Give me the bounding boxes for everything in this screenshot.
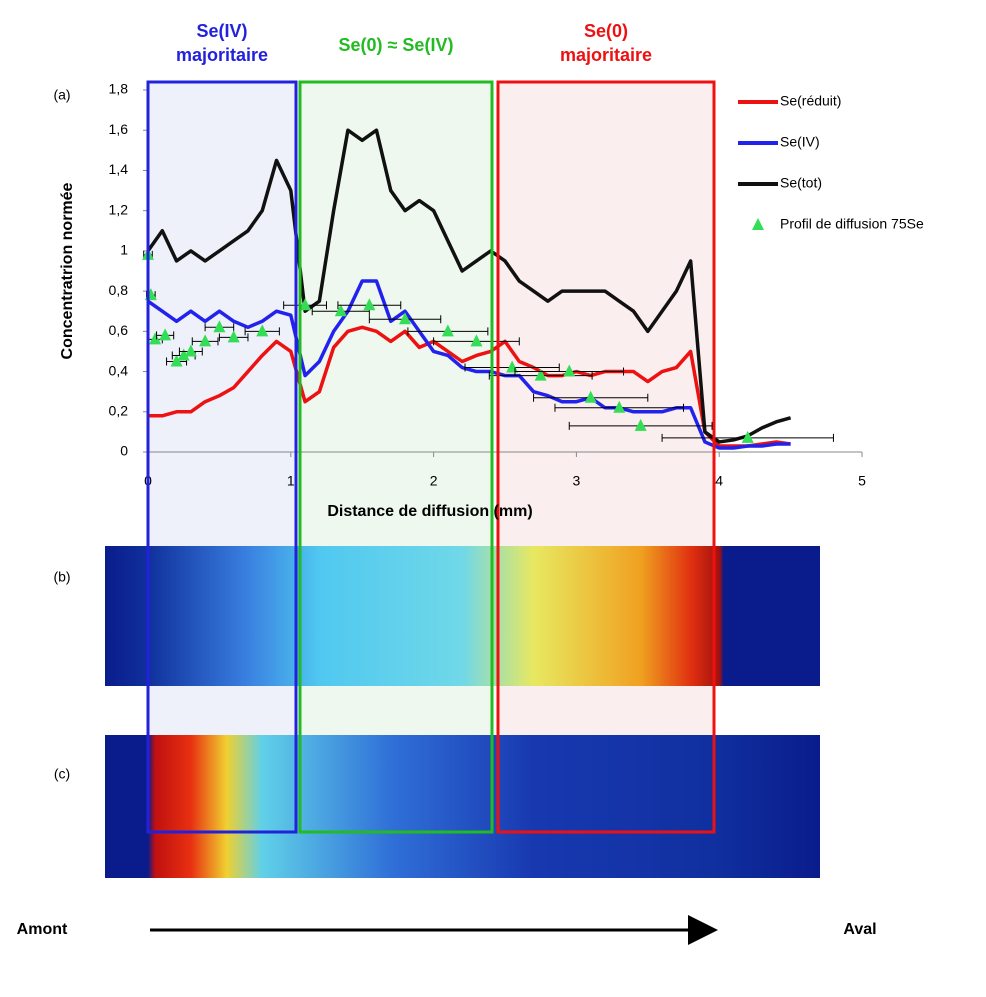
legend-label: Se(tot) [780, 175, 822, 191]
y-tick-label: 1,2 [109, 201, 129, 217]
y-tick-label: 0,2 [109, 402, 129, 418]
scatter-marker [441, 324, 454, 337]
scatter-marker [363, 298, 376, 311]
arrow-label: Aval [843, 921, 876, 938]
y-tick-label: 1 [120, 242, 128, 258]
scatter-marker [199, 334, 212, 347]
scatter-marker [177, 348, 190, 361]
region-title: Se(IV) [196, 21, 247, 41]
scatter-marker [334, 304, 347, 317]
scatter-marker [170, 354, 183, 367]
x-tick-label: 1 [287, 473, 295, 489]
panel-label: (c) [54, 766, 70, 782]
x-tick-label: 5 [858, 473, 866, 489]
region-fill [300, 82, 492, 832]
scatter-marker [159, 328, 172, 341]
scatter-marker [563, 364, 576, 377]
scatter-marker [584, 390, 597, 403]
scatter-marker [299, 298, 312, 311]
scatter-marker [184, 344, 197, 357]
panel-label: (a) [53, 87, 70, 103]
y-tick-label: 0,8 [109, 282, 129, 298]
region-box [496, 80, 716, 834]
arrow-label: Amont [17, 921, 68, 938]
scatter-marker [613, 400, 626, 413]
legend-label: Se(réduit) [780, 93, 841, 109]
x-tick-label: 2 [430, 473, 438, 489]
region-fill [498, 82, 714, 832]
scatter-marker [149, 332, 162, 345]
region-box [146, 80, 298, 834]
y-tick-label: 1,4 [109, 161, 129, 177]
region-box [298, 80, 494, 834]
x-tick-label: 4 [715, 473, 723, 489]
scatter-marker [634, 418, 647, 431]
plot: 00,20,40,60,811,21,41,61,80 1 2 3 4 5 [109, 81, 867, 489]
scatter-marker [213, 320, 226, 333]
y-tick-label: 0 [120, 443, 128, 459]
region-title: majoritaire [560, 45, 652, 65]
legend-label: Se(IV) [780, 134, 820, 150]
y-tick-label: 0,4 [109, 362, 129, 378]
scatter-marker [534, 368, 547, 381]
scatter-marker [741, 430, 754, 443]
y-tick-label: 1,8 [109, 81, 129, 97]
scatter-marker [227, 330, 240, 343]
x-tick-label: 3 [573, 473, 581, 489]
legend-swatch [752, 218, 764, 230]
region-title: Se(0) ≈ Se(IV) [339, 35, 454, 55]
legend-label: Profil de diffusion 75Se [780, 216, 924, 232]
y-tick-label: 1,6 [109, 121, 129, 137]
heatmap-b [105, 546, 820, 686]
region-title: Se(0) [584, 21, 628, 41]
heatmap-c [105, 735, 820, 878]
y-tick-label: 0,6 [109, 322, 129, 338]
x-axis-title: Distance de diffusion (mm) [327, 503, 532, 520]
region-title: majoritaire [176, 45, 268, 65]
scatter-marker [399, 312, 412, 325]
panel-label: (b) [53, 569, 70, 585]
series-line [148, 325, 791, 448]
scatter-marker [470, 334, 483, 347]
series-line [146, 128, 792, 444]
scatter-marker [256, 324, 269, 337]
y-axis-title: Concentratrion normée [59, 182, 76, 359]
region-fill [148, 82, 296, 832]
